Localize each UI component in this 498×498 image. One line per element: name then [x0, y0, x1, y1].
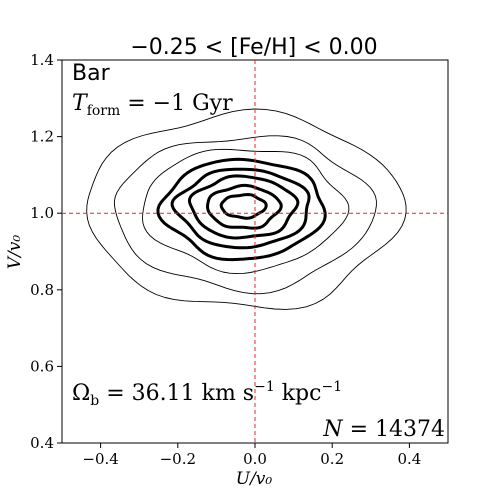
- reference-lines: [62, 60, 448, 443]
- omega-symbol: Ω: [72, 381, 90, 406]
- contour-line-8: [219, 193, 268, 220]
- chart-title: −0.25 < [Fe/H] < 0.00: [130, 35, 377, 60]
- x-tick-label: 0.4: [397, 450, 421, 468]
- tform-value: = −1 Gyr: [120, 91, 233, 116]
- y-tick-label: 0.6: [30, 357, 54, 375]
- n-value: = 14374: [343, 417, 445, 442]
- omega-exponent-2: −1: [321, 379, 342, 395]
- contour-lines: [86, 108, 407, 310]
- omega-subscript: b: [90, 393, 99, 409]
- tform-symbol: T: [72, 91, 89, 116]
- x-tick-label: 0.0: [243, 450, 267, 468]
- y-tick-label: 1.4: [30, 51, 54, 69]
- y-tick-label: 0.4: [30, 434, 54, 452]
- omega-exponent-1: −1: [254, 379, 275, 395]
- contour-line-5: [170, 167, 311, 250]
- omega-value: = 36.11 km s: [99, 381, 254, 406]
- y-axis-label: V/v₀: [5, 235, 25, 270]
- contour-line-2: [113, 135, 377, 295]
- y-tick-label: 1.0: [30, 204, 54, 222]
- omega-unit-2: kpc: [275, 381, 322, 406]
- y-axis-ticks: 0.4 0.6 0.8 1.0 1.2 1.4: [30, 51, 62, 452]
- x-tick-label: −0.2: [160, 450, 196, 468]
- n-annotation: N = 14374: [322, 417, 445, 442]
- contour-line-1: [86, 108, 407, 310]
- n-symbol: N: [322, 417, 343, 442]
- contour-line-3: [142, 148, 350, 275]
- tform-annotation: Tform = −1 Gyr: [72, 91, 233, 119]
- contour-line-6: [188, 174, 300, 240]
- omega-annotation: Ωb = 36.11 km s−1 kpc−1: [72, 379, 342, 409]
- y-tick-label: 1.2: [30, 128, 54, 146]
- contour-line-4: [156, 157, 327, 262]
- y-tick-label: 0.8: [30, 281, 54, 299]
- x-tick-label: 0.2: [320, 450, 344, 468]
- x-tick-label: −0.4: [82, 450, 118, 468]
- x-axis-ticks: −0.4 −0.2 0.0 0.2 0.4: [82, 443, 421, 468]
- model-label: Bar: [72, 61, 111, 86]
- x-axis-label: U/v₀: [236, 469, 273, 489]
- contour-line-7: [206, 183, 283, 230]
- tform-subscript: form: [87, 103, 121, 119]
